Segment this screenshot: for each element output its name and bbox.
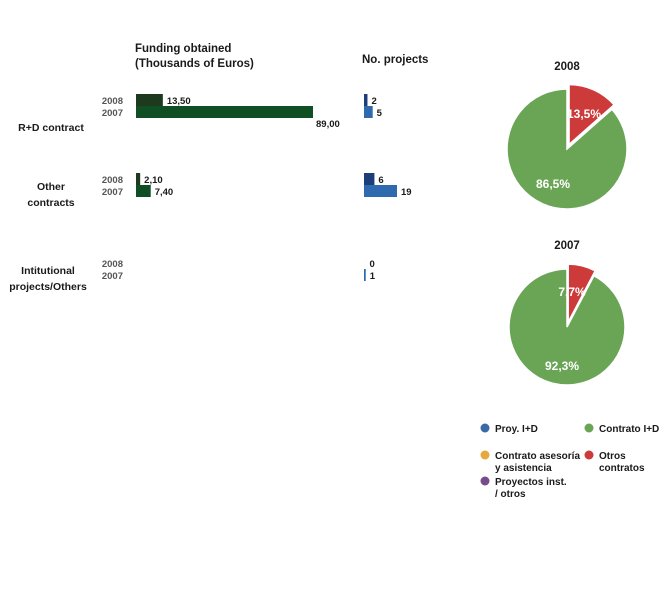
year-label: 2008 [102, 259, 123, 270]
project-value-label: 2 [371, 96, 376, 107]
funding-bar [136, 173, 141, 185]
year-label: 2008 [102, 96, 123, 107]
project-bar [364, 94, 368, 106]
legend-label: Proyectos inst. [495, 477, 567, 488]
dot-icon [584, 423, 594, 433]
legend-label: y asistencia [495, 463, 552, 474]
project-value-label: 0 [370, 259, 375, 270]
project-bar [364, 106, 373, 118]
category-label: Other [37, 181, 65, 193]
funding-title-line2: (Thousands of Euros) [135, 58, 254, 70]
project-bar [364, 173, 375, 185]
funding-bars: 13,50 89,00 2,107,40 [136, 94, 340, 198]
project-value-label: 6 [378, 175, 383, 186]
project-value-label: 1 [370, 271, 376, 282]
funding-value-label: 89,00 [316, 119, 340, 130]
legend-label: contratos [599, 463, 645, 474]
pie-slice [508, 268, 626, 386]
category-label: projects/Others [9, 281, 87, 293]
funding-title-line1: Funding obtained [135, 43, 231, 55]
legend-label: Contrato asesoría [495, 451, 580, 462]
category-label: R+D contract [18, 122, 84, 134]
legend: Proy. I+D Contrato I+D Contrato asesoríay … [480, 423, 659, 500]
year-label: 2007 [102, 271, 123, 282]
funding-value-label: 2,10 [144, 175, 163, 186]
pie-slice-label: 86,5% [536, 177, 570, 191]
pie-slice-label: 7,7% [558, 285, 586, 299]
pie-title: 2008 [554, 61, 580, 73]
legend-label: Contrato I+D [599, 424, 659, 435]
pie-slice [567, 263, 597, 323]
funding-bar [136, 106, 313, 118]
pie-slice [568, 83, 616, 147]
pie-charts: 2008 86,5% 13,5% 2007 92,3% 7,7% [506, 61, 628, 386]
legend-label: Otros [599, 451, 626, 462]
dot-icon [584, 450, 594, 460]
funding-value-label: 13,50 [167, 96, 191, 107]
dot-icon [480, 423, 490, 433]
legend-label: Proy. I+D [495, 424, 538, 435]
pie-slice [506, 88, 628, 210]
project-bar [364, 185, 397, 197]
dot-icon [480, 476, 490, 486]
dot-icon [480, 450, 490, 460]
category-label: Intitutional [21, 265, 75, 277]
category-label: contracts [27, 197, 74, 209]
project-value-label: 5 [377, 108, 383, 119]
pie-slice-label: 92,3% [545, 359, 579, 373]
year-label: 2007 [102, 187, 123, 198]
year-label: 2008 [102, 175, 123, 186]
year-label: 2007 [102, 108, 123, 119]
funding-value-label: 7,40 [155, 187, 174, 198]
project-bar [364, 269, 366, 281]
funding-bar [136, 94, 163, 106]
pie-slice-label: 13,5% [567, 107, 601, 121]
project-value-label: 19 [401, 187, 412, 198]
projects-title: No. projects [362, 54, 428, 66]
category-labels: R+D contract20082007Othercontracts200820… [9, 96, 123, 293]
pie-title: 2007 [554, 240, 580, 252]
funding-bar [136, 185, 151, 197]
project-bars: 25 6 19 01 [364, 94, 412, 282]
legend-label: / otros [495, 489, 526, 500]
